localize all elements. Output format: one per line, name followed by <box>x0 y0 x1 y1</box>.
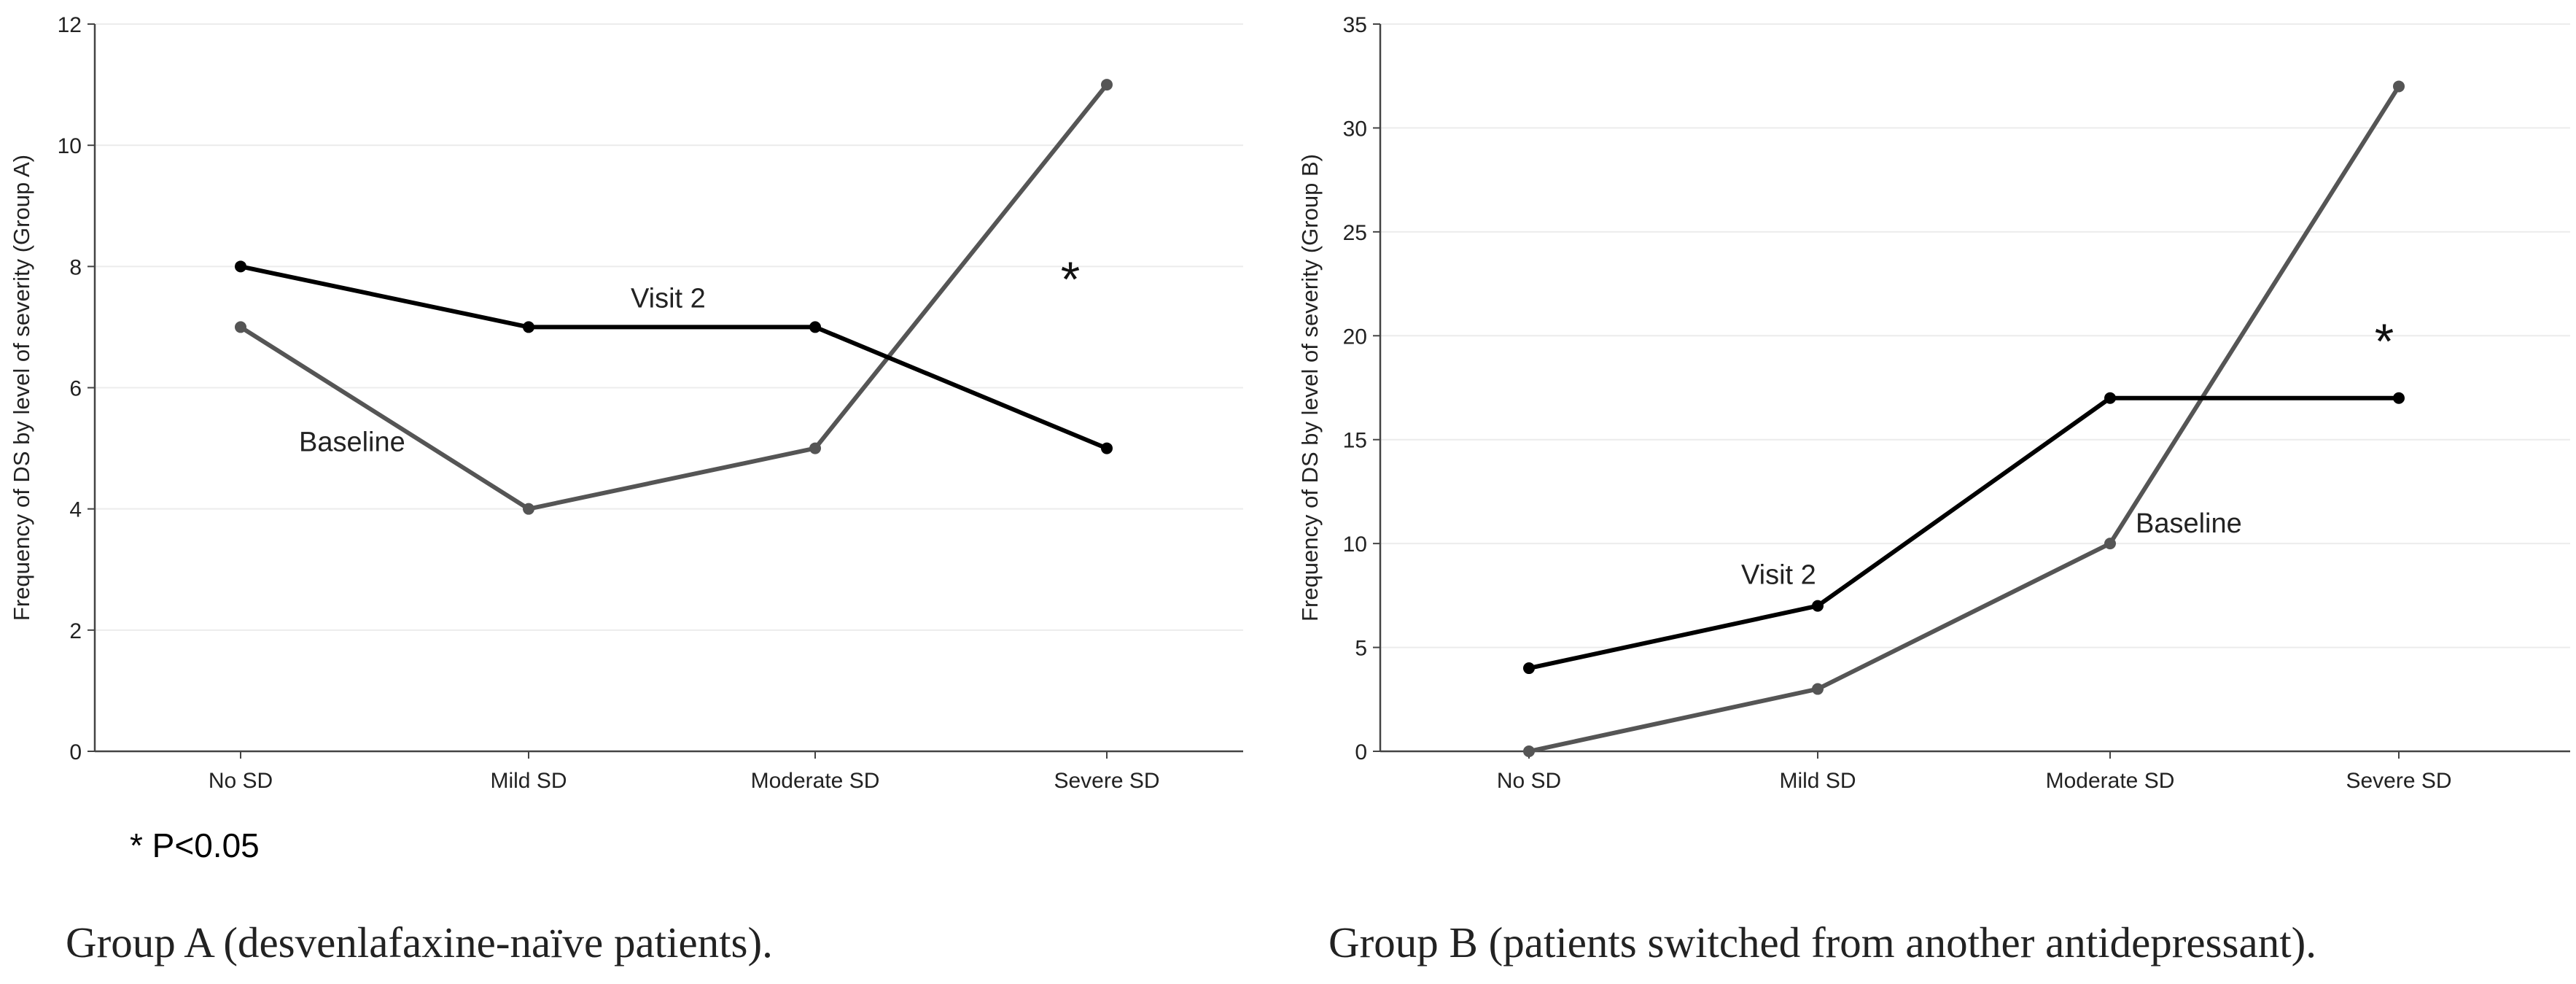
chart-group-a: 0 2 4 6 8 10 12 No SD Mild SD Moderate SD Severe S… <box>9 13 1243 793</box>
series-label: Baseline <box>2136 508 2242 539</box>
data-point <box>1812 683 1824 695</box>
y-tick-label: 4 <box>69 498 82 522</box>
y-tick-label: 6 <box>69 377 82 401</box>
series-label: Visit 2 <box>1741 560 1816 591</box>
x-tick-label: Moderate SD <box>751 769 880 793</box>
y-tick-label: 35 <box>1343 13 1367 37</box>
caption-group-a: Group A (desvenlafaxine-naïve patients). <box>66 918 773 966</box>
y-axis-label: Frequency of DS by level of severity (Gr… <box>9 155 34 621</box>
series-line-visit-2 <box>1527 395 2401 671</box>
y-tick-label: 30 <box>1343 117 1367 141</box>
data-point <box>235 321 246 333</box>
x-tick-label: No SD <box>209 769 273 793</box>
chart-group-b: 0 5 10 15 20 25 30 35 No SD Mild SD Moderate SD Sev… <box>1297 13 2570 793</box>
data-point <box>1101 79 1113 91</box>
data-point <box>2104 392 2116 404</box>
y-axis-label: Frequency of DS by level of severity (Gr… <box>1297 154 1323 621</box>
data-point <box>1523 662 1535 675</box>
significance-star: * <box>1061 252 1080 307</box>
data-point <box>523 503 534 515</box>
y-tick-label: 10 <box>58 134 82 158</box>
y-tick-label: 20 <box>1343 325 1367 349</box>
series-line-visit-2 <box>238 264 1109 451</box>
y-tick-label: 12 <box>58 13 82 37</box>
data-point <box>2104 538 2116 550</box>
series-line-baseline <box>238 82 1109 511</box>
series-label: Visit 2 <box>631 283 706 314</box>
x-tick-label: No SD <box>1497 769 1561 793</box>
x-tick-label: Mild SD <box>490 769 567 793</box>
x-tick-label: Severe SD <box>1054 769 1159 793</box>
significance-star: * <box>2375 314 2394 369</box>
data-point <box>1812 600 1824 612</box>
data-point <box>2393 392 2405 404</box>
data-point <box>809 442 821 454</box>
data-point <box>809 321 821 333</box>
x-tick-label: Severe SD <box>2346 769 2451 793</box>
significance-footnote: * P<0.05 <box>130 826 260 864</box>
y-tick-label: 10 <box>1343 532 1367 557</box>
y-tick-label: 2 <box>69 619 82 643</box>
series-label: Baseline <box>299 427 405 457</box>
y-tick-label: 0 <box>69 740 82 764</box>
data-point <box>235 260 246 273</box>
caption-group-b: Group B (patients switched from another … <box>1328 918 2316 966</box>
data-point <box>1101 442 1113 454</box>
y-tick-label: 25 <box>1343 221 1367 245</box>
data-point <box>2393 80 2405 93</box>
y-tick-label: 0 <box>1355 740 1367 764</box>
y-tick-label: 5 <box>1355 637 1367 661</box>
data-point <box>1523 745 1535 757</box>
x-tick-label: Moderate SD <box>2046 769 2175 793</box>
y-tick-label: 15 <box>1343 429 1367 453</box>
y-tick-label: 8 <box>69 255 82 279</box>
series-line-baseline <box>1527 84 2401 754</box>
data-point <box>523 321 534 333</box>
x-tick-label: Mild SD <box>1779 769 1856 793</box>
